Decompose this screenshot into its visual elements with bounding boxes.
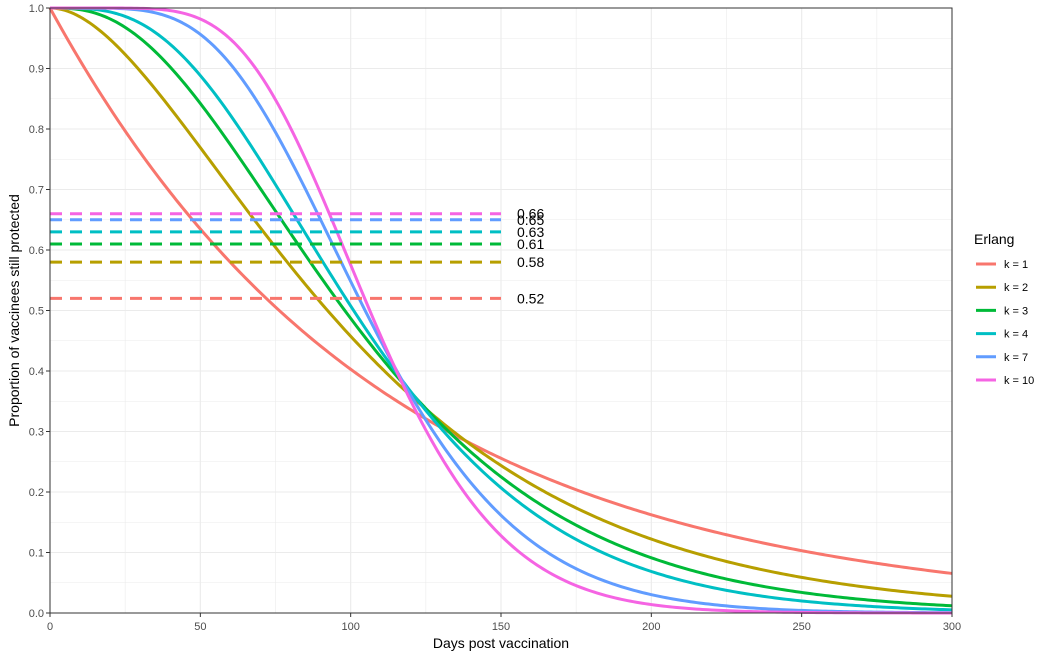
survival-curves [48, 6, 953, 615]
legend-label-k7: k = 7 [1004, 352, 1028, 364]
series-line-k1 [48, 7, 953, 575]
x-tick-label: 200 [642, 621, 660, 633]
x-tick-label: 50 [194, 621, 206, 633]
threshold-label-k1: 0.52 [517, 290, 544, 306]
x-tick-label: 100 [341, 621, 359, 633]
y-tick-label: 0.0 [29, 608, 44, 620]
threshold-annotations: 0.52 0.58 0.610.630.650.66 [517, 206, 544, 307]
axes: 0 50 100 150 200 250 300 0.0 0.1 0.2 0.3 0.4 0.5 0.6 0… [29, 3, 961, 633]
x-tick-label: 150 [492, 621, 510, 633]
legend-label-k2: k = 2 [1004, 282, 1028, 294]
series-line-k7 [50, 6, 953, 615]
y-tick-label: 0.1 [29, 548, 44, 560]
threshold-label-k4: 0.63 [517, 224, 544, 240]
threshold-label-k2: 0.58 [517, 254, 544, 270]
legend: Erlang k = 1 k = 2 k = 3 k = 4 k = 7 k = 10 [974, 231, 1034, 387]
x-tick-label: 250 [792, 621, 810, 633]
x-tick-label: 0 [47, 621, 53, 633]
gridlines [49, 7, 953, 614]
legend-label-k10: k = 10 [1004, 375, 1034, 387]
y-tick-label: 0.3 [29, 427, 44, 439]
series-line-k10 [50, 6, 952, 615]
threshold-lines [50, 212, 501, 300]
series-line-k4 [50, 6, 953, 612]
y-tick-label: 1.0 [29, 3, 44, 15]
legend-label-k1: k = 1 [1004, 259, 1028, 271]
y-axis-title: Proportion of vaccinees still protected [6, 194, 22, 427]
y-tick-label: 0.2 [29, 487, 44, 499]
y-tick-label: 0.6 [29, 245, 44, 257]
legend-label-k3: k = 3 [1004, 305, 1028, 317]
y-tick-label: 0.7 [29, 185, 44, 197]
y-tick-label: 0.5 [29, 306, 44, 318]
y-tick-label: 0.8 [29, 124, 44, 136]
y-tick-label: 0.9 [29, 64, 44, 76]
y-tick-label: 0.4 [29, 366, 44, 378]
threshold-label-k7: 0.65 [517, 212, 544, 228]
legend-label-k4: k = 4 [1004, 329, 1028, 341]
series-line-k3 [50, 6, 953, 608]
series-line-k2 [49, 6, 953, 598]
x-axis-title: Days post vaccination [433, 635, 569, 651]
x-tick-label: 300 [943, 621, 961, 633]
legend-title: Erlang [974, 231, 1014, 247]
threshold-label-k3: 0.61 [517, 236, 544, 252]
threshold-label-k10: 0.66 [517, 206, 544, 222]
